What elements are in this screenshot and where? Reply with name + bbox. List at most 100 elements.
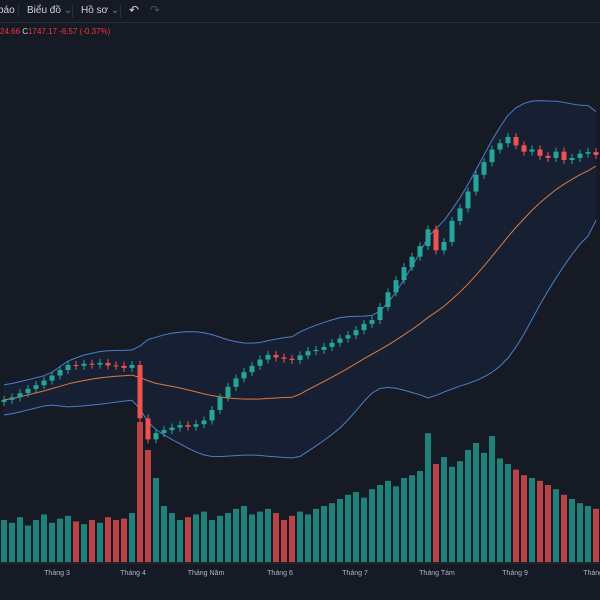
volume-bar: [169, 513, 175, 562]
volume-bar: [193, 514, 199, 562]
bollinger-basis-line: [3, 165, 597, 401]
candle-body: [17, 393, 23, 398]
bollinger-upper-line: [3, 100, 597, 386]
candle-body: [241, 372, 247, 379]
volume-bar: [65, 515, 71, 562]
profile-menu[interactable]: Hồ sơ ⌄: [81, 5, 119, 16]
volume-bar: [105, 517, 111, 562]
volume-bar: [57, 518, 63, 562]
volume-bar: [505, 464, 511, 562]
volume-bar: [249, 514, 255, 562]
volume-bar: [497, 458, 503, 562]
volume-bar: [97, 522, 103, 562]
volume-bar: [137, 422, 143, 562]
volume-bar: [385, 480, 391, 562]
volume-bar: [257, 511, 263, 562]
candle-body: [9, 397, 15, 400]
candle-body: [489, 149, 495, 163]
candle-body: [113, 365, 119, 367]
top-toolbar: báo Biểu đồ ⌄ Hồ sơ ⌄ ↶ ↷: [0, 0, 600, 23]
candle-body: [473, 174, 479, 192]
volume-bar: [129, 513, 135, 562]
candle-body: [361, 323, 367, 331]
volume-bar: [457, 461, 463, 562]
volume-bar: [449, 466, 455, 562]
candle-body: [73, 365, 79, 366]
volume-bar: [121, 518, 127, 562]
chart-menu[interactable]: Biểu đồ ⌄: [27, 5, 72, 16]
volume-bar: [369, 489, 375, 562]
volume-bar: [233, 508, 239, 562]
candle-body: [353, 330, 359, 336]
candle-body: [233, 378, 239, 387]
candle-body: [465, 191, 471, 209]
candle-body: [393, 280, 399, 293]
candle-body: [441, 241, 447, 251]
candle-body: [521, 145, 527, 152]
volume-bar: [321, 506, 327, 562]
candle-body: [417, 246, 423, 257]
candle-body: [433, 229, 439, 251]
candle-body: [273, 354, 279, 358]
volume-bar: [425, 433, 431, 562]
candle-body: [97, 362, 103, 365]
x-tick-label: Tháng 6: [267, 570, 293, 577]
candle-body: [257, 359, 263, 366]
x-tick-label: Tháng Tám: [419, 570, 455, 577]
volume-bar: [569, 499, 575, 562]
candle-body: [569, 157, 575, 161]
candle-body: [145, 418, 151, 440]
volume-bar: [33, 520, 39, 562]
candle-body: [329, 342, 335, 347]
candle-body: [289, 358, 295, 360]
candle-body: [137, 365, 143, 419]
candle-body: [57, 370, 63, 376]
volume-bar: [513, 469, 519, 562]
candle-body: [225, 386, 231, 398]
volume-bar: [241, 506, 247, 562]
volume-bar: [25, 525, 31, 562]
candle-body: [457, 208, 463, 221]
volume-bar: [417, 471, 423, 562]
candle-body: [321, 346, 327, 350]
candle-body: [593, 152, 599, 155]
volume-bar: [273, 513, 279, 562]
volume-bar: [313, 508, 319, 562]
volume-bar: [1, 520, 7, 562]
volume-bar: [201, 511, 207, 562]
alerts-menu-partial[interactable]: báo: [0, 5, 15, 16]
candle-body: [409, 256, 415, 268]
candle-body: [537, 149, 543, 156]
ohlc-legend: 24.66 C1747.17 -6.57 (-0.37%): [0, 27, 110, 36]
candle-body: [25, 388, 31, 394]
candle-body: [497, 143, 503, 150]
candle-body: [545, 155, 551, 158]
candle-body: [297, 355, 303, 360]
undo-icon[interactable]: ↶: [129, 3, 140, 17]
candle-body: [577, 153, 583, 158]
candle-body: [33, 385, 39, 389]
candle-body: [529, 149, 535, 152]
volume-bar: [409, 475, 415, 562]
candle-body: [305, 351, 311, 356]
ohlc-prev-value: 24.66: [0, 27, 21, 36]
candle-body: [129, 365, 135, 368]
candle-body: [449, 220, 455, 242]
candle-body: [481, 162, 487, 175]
volume-bar: [177, 520, 183, 562]
volume-bar: [537, 480, 543, 562]
x-tick-label: Tháng Năm: [188, 570, 225, 577]
volume-bar: [153, 478, 159, 562]
candle-body: [161, 430, 167, 434]
volume-bar: [337, 499, 343, 562]
volume-bar: [585, 506, 591, 562]
candle-body: [65, 365, 71, 371]
profile-menu-label: Hồ sơ: [81, 5, 109, 16]
redo-icon[interactable]: ↷: [150, 3, 161, 17]
volume-bar: [209, 520, 215, 562]
change-value: -6.57: [59, 27, 78, 36]
candle-body: [49, 375, 55, 381]
candle-body: [185, 425, 191, 427]
bollinger-band-fill: [4, 100, 596, 458]
